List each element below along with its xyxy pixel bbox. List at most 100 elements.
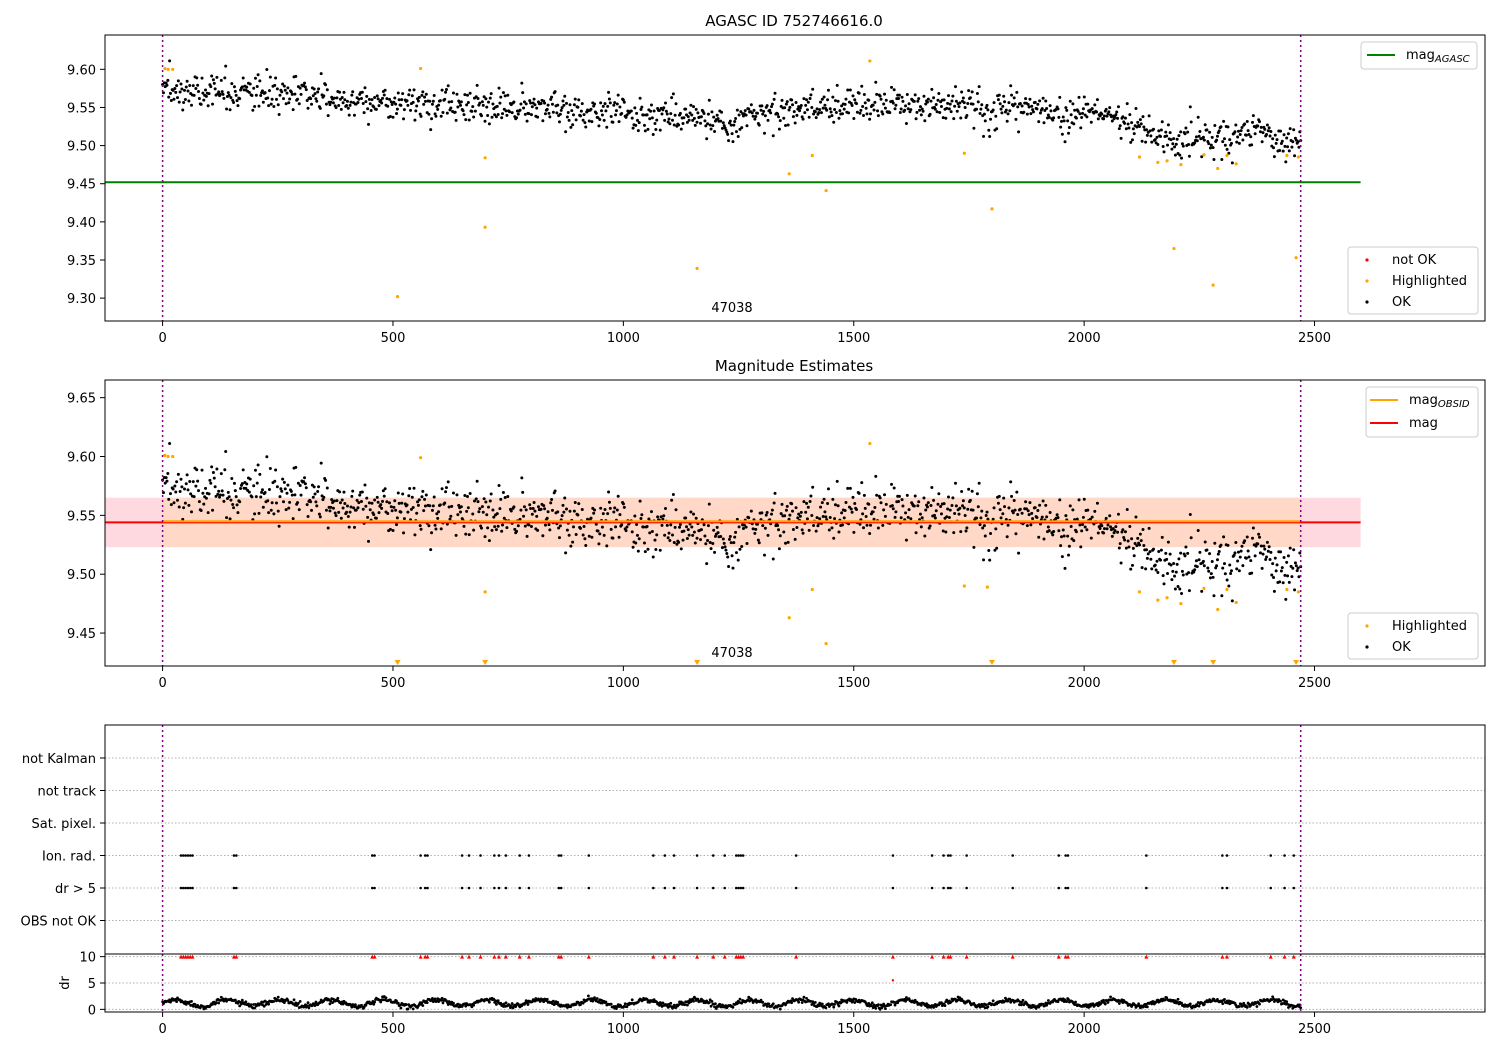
ok-point	[603, 102, 607, 106]
ok-point	[1287, 580, 1291, 584]
ion-rad-flag	[1283, 854, 1286, 857]
ok-point	[1139, 122, 1143, 126]
ok-point	[607, 90, 611, 94]
ok-point	[862, 113, 866, 117]
ok-point	[1124, 127, 1128, 131]
ok-point	[1221, 140, 1225, 144]
ok-point	[741, 526, 745, 530]
ok-point	[531, 506, 535, 510]
y-tick-label: 9.55	[67, 509, 96, 524]
ok-point	[914, 117, 918, 121]
ok-point	[794, 506, 798, 510]
ok-point	[869, 112, 873, 116]
ok-point	[1003, 100, 1007, 104]
ok-point	[1027, 513, 1031, 517]
ok-point	[522, 514, 526, 518]
ok-point	[1209, 572, 1213, 576]
ok-point	[522, 100, 526, 104]
ok-point	[236, 511, 240, 515]
ok-point	[415, 511, 419, 515]
ok-point	[950, 99, 954, 103]
dr-clipped-marker	[964, 954, 969, 959]
ok-point	[1013, 102, 1017, 106]
ok-point	[1154, 568, 1158, 572]
dr-ok-point	[767, 1002, 771, 1006]
ok-point	[313, 92, 317, 96]
ok-point	[942, 502, 946, 506]
dr-ok-point	[1137, 1002, 1141, 1006]
ok-point	[893, 515, 897, 519]
ok-point	[737, 525, 741, 529]
ok-point	[607, 500, 611, 504]
ok-point	[624, 529, 628, 533]
ok-point	[222, 499, 226, 503]
ok-point	[233, 489, 237, 493]
ok-point	[577, 98, 581, 102]
ok-point	[662, 106, 666, 110]
ok-point	[1150, 140, 1154, 144]
ok-point	[351, 90, 355, 94]
ok-point	[863, 101, 867, 105]
ok-point	[1272, 155, 1276, 159]
dr-ok-point	[1056, 1000, 1060, 1004]
ok-point	[1014, 117, 1018, 121]
ok-point	[338, 490, 342, 494]
ok-point	[197, 97, 201, 101]
ok-point	[1215, 558, 1219, 562]
highlighted-point	[419, 66, 423, 71]
ok-point	[430, 531, 434, 535]
ok-point	[287, 101, 291, 105]
ok-point	[954, 504, 958, 508]
ok-point	[252, 484, 256, 488]
ok-point	[724, 548, 728, 552]
dr-ok-point	[556, 1001, 560, 1004]
ok-point	[1089, 120, 1093, 124]
ok-point	[503, 495, 507, 499]
ok-point	[276, 509, 280, 513]
ok-point	[530, 105, 534, 109]
ok-point	[1286, 132, 1290, 136]
ok-point	[713, 129, 717, 133]
ok-point	[768, 108, 772, 112]
ok-point	[266, 499, 270, 503]
ok-point	[654, 128, 658, 132]
ok-point	[500, 116, 504, 120]
ok-point	[643, 129, 647, 133]
ok-point	[939, 512, 943, 516]
ok-point	[1205, 128, 1209, 132]
highlighted-point	[868, 59, 872, 63]
ok-point	[1041, 96, 1045, 100]
ok-point	[635, 111, 639, 115]
ok-point	[806, 100, 810, 104]
dr-ok-point	[869, 1004, 873, 1007]
ok-point	[934, 509, 938, 513]
ok-point	[706, 539, 710, 543]
flag-row-label: Sat. pixel.	[32, 817, 96, 832]
ok-point	[883, 493, 887, 497]
ok-point	[168, 441, 172, 445]
ok-point	[582, 524, 586, 528]
ok-point	[996, 98, 1000, 102]
ok-point	[975, 492, 979, 496]
ok-point	[722, 124, 726, 128]
ok-point	[230, 82, 234, 86]
ion-rad-flag	[794, 854, 798, 857]
ok-point	[740, 544, 744, 548]
ok-point	[1082, 95, 1086, 99]
ok-point	[871, 103, 875, 107]
ok-point	[658, 548, 662, 552]
ok-point	[1076, 109, 1080, 113]
ok-point	[235, 99, 239, 103]
ok-point	[367, 501, 371, 505]
ok-point	[1114, 113, 1118, 117]
ok-point	[1063, 140, 1067, 144]
ok-point	[1217, 129, 1221, 133]
ok-point	[1131, 546, 1135, 550]
ok-point	[1107, 110, 1111, 114]
ok-point	[848, 486, 852, 490]
ok-point	[770, 102, 774, 106]
ok-point	[1258, 551, 1262, 555]
ok-point	[290, 493, 294, 497]
ok-point	[572, 103, 576, 107]
dr-ok-point	[919, 1003, 923, 1007]
